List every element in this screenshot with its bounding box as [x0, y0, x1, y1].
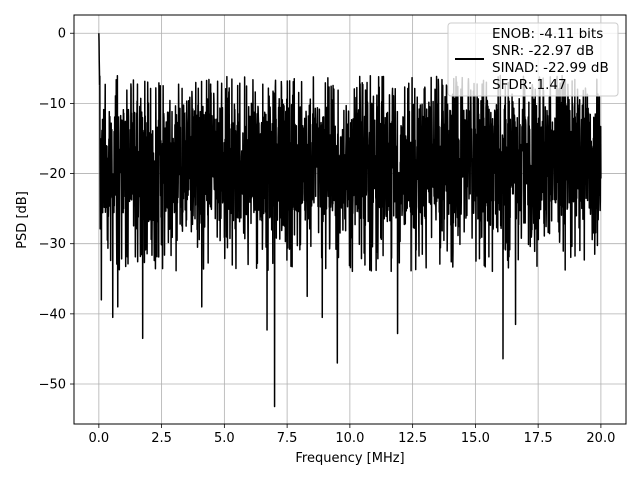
y-tick-label: −10 [39, 97, 66, 112]
legend-line-sfdr: SFDR: 1.47 [492, 77, 567, 93]
x-tick-label: 15.0 [461, 431, 490, 446]
x-tick-label: 17.5 [524, 431, 553, 446]
x-axis-ticks: 0.0 2.5 5.0 7.5 10.0 12.5 15.0 17.5 20.0 [89, 424, 615, 446]
legend-line-snr: SNR: -22.97 dB [492, 43, 594, 59]
legend-box [447, 22, 619, 97]
y-tick-label: −50 [39, 378, 66, 393]
y-axis-label: PSD [dB] [15, 191, 30, 249]
x-tick-label: 0.0 [89, 431, 110, 446]
x-tick-label: 12.5 [398, 431, 427, 446]
x-axis-label: Frequency [MHz] [295, 451, 404, 466]
y-tick-label: 0 [58, 27, 66, 42]
series-layer [98, 33, 602, 408]
y-tick-label: −30 [39, 237, 66, 252]
y-tick-label: −20 [39, 167, 66, 182]
x-tick-label: 10.0 [335, 431, 364, 446]
psd-series-line [98, 33, 602, 408]
x-tick-label: 7.5 [277, 431, 298, 446]
y-axis-ticks: 0 −10 −20 −30 −40 −50 [39, 27, 74, 393]
legend: ENOB: -4.11 bits SNR: -22.97 dB SINAD: -… [447, 22, 619, 97]
legend-line-sinad: SINAD: -22.99 dB [492, 60, 609, 76]
x-tick-label: 2.5 [151, 431, 172, 446]
y-tick-label: −40 [39, 307, 66, 322]
x-tick-label: 20.0 [586, 431, 615, 446]
legend-line-enob: ENOB: -4.11 bits [492, 26, 603, 42]
x-tick-label: 5.0 [214, 431, 235, 446]
